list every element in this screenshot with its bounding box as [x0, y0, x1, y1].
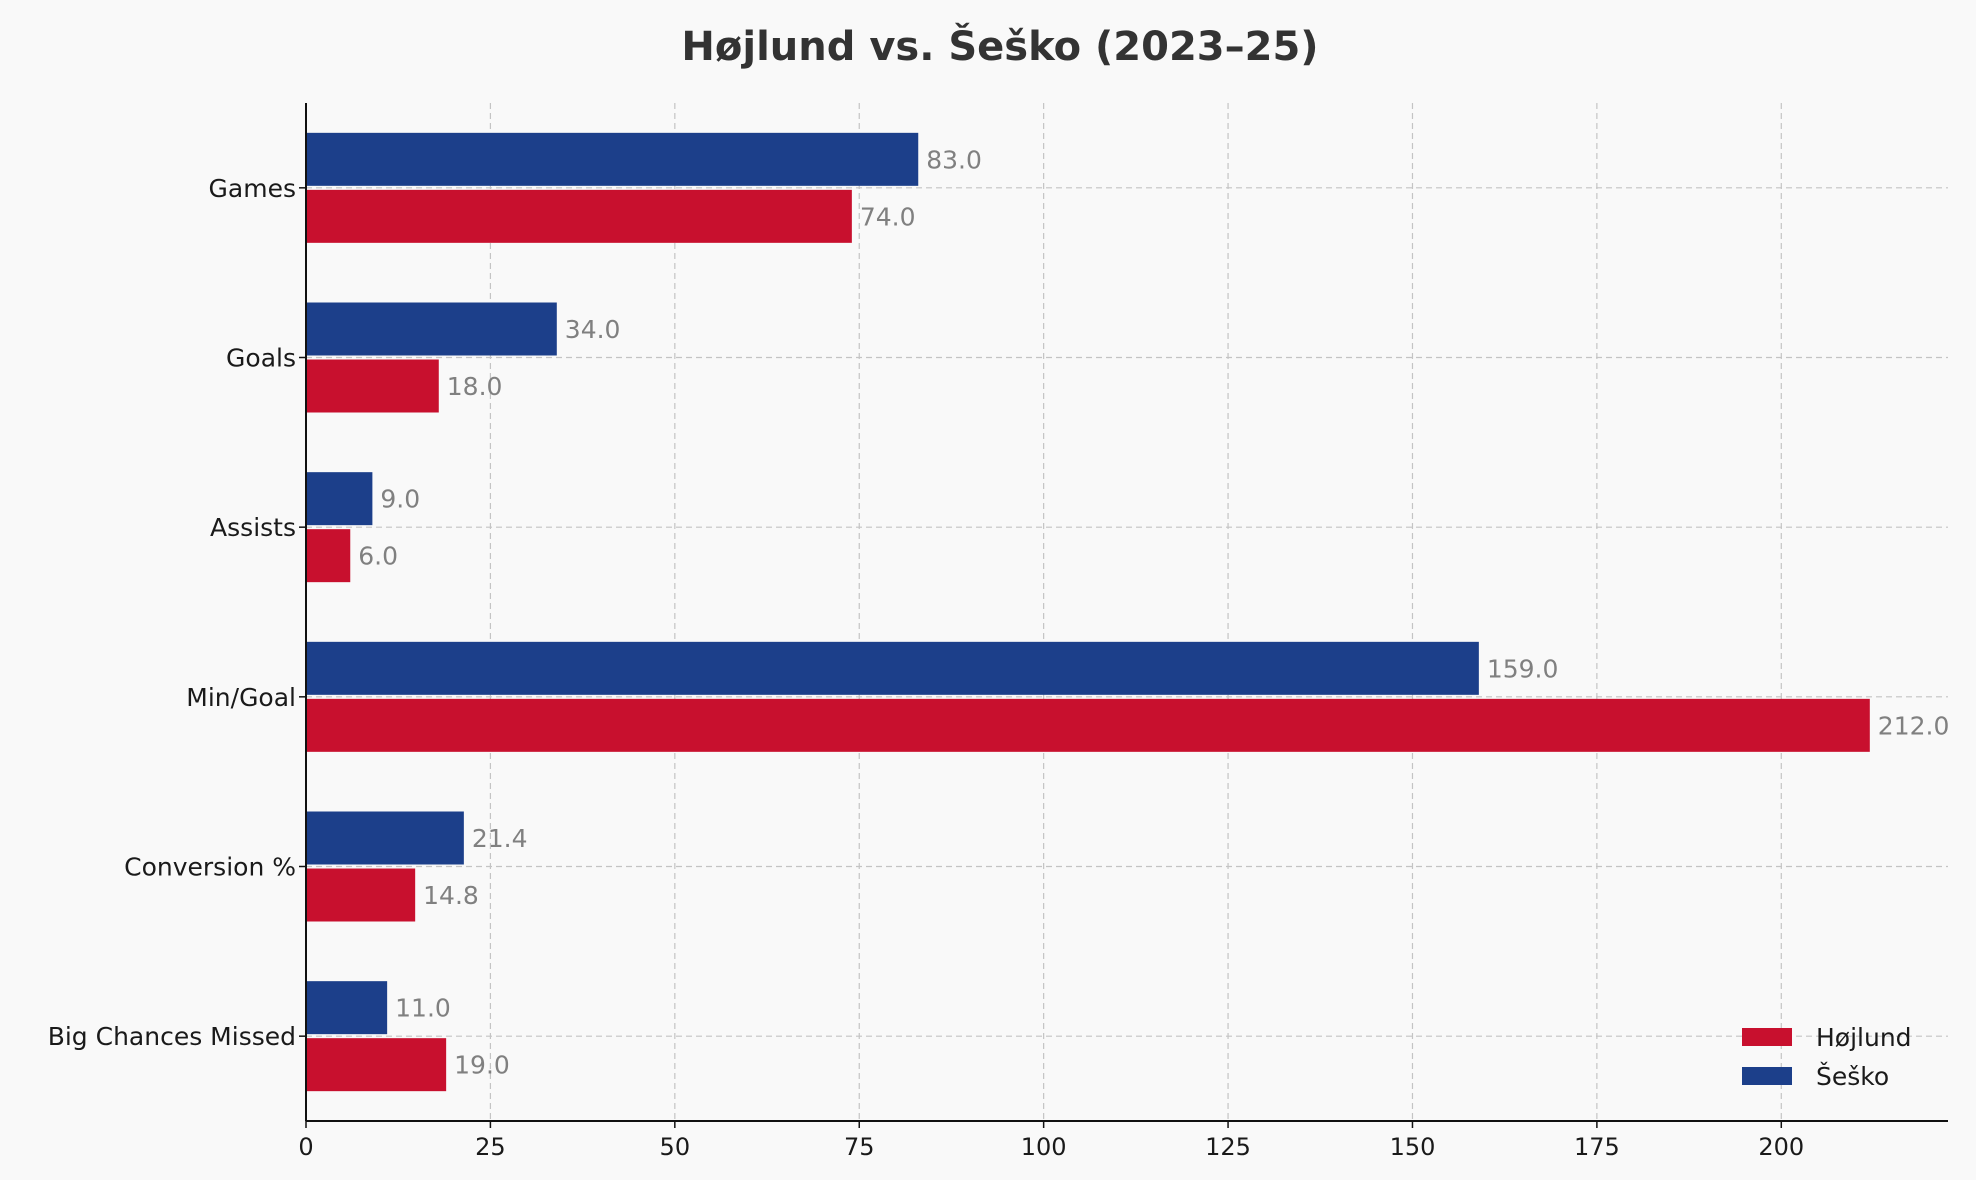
value-label-sesko-games: 83.0: [926, 145, 982, 174]
bar-sesko-min-goal: [306, 641, 1479, 695]
value-label-hojlund-conversion: 14.8: [423, 881, 479, 910]
value-label-sesko-assists: 9.0: [380, 485, 420, 514]
x-tick-label: 200: [1758, 1133, 1804, 1161]
legend-swatch-hojlund: [1742, 1028, 1792, 1046]
bar-sesko-conversion: [306, 811, 464, 865]
value-label-layer: 74.0 83.0 18.0 34.0 6.0 9.0 212.0 159.0 14.8 21.4…: [358, 145, 1949, 1079]
value-label-hojlund-assists: 6.0: [358, 542, 398, 571]
y-tick-label: Conversion %: [124, 853, 296, 882]
bar-hojlund-big-chances-missed: [306, 1038, 447, 1092]
y-tick-label: Assists: [210, 513, 296, 542]
bar-hojlund-min-goal: [306, 698, 1870, 752]
bar-sesko-goals: [306, 302, 557, 356]
x-tick-label: 75: [844, 1133, 875, 1161]
value-label-hojlund-goals: 18.0: [447, 372, 503, 401]
y-tick-label: Games: [209, 174, 296, 203]
bar-sesko-games: [306, 132, 919, 186]
bar-sesko-assists: [306, 472, 373, 526]
x-tick-label: 0: [298, 1133, 313, 1161]
legend-label-sesko: Šeško: [1816, 1061, 1889, 1091]
bar-hojlund-conversion: [306, 868, 416, 922]
x-tick-label: 50: [660, 1133, 691, 1161]
axis-layer: Games Goals Assists Min/Goal Conversion % Big…: [48, 103, 1948, 1161]
bar-sesko-big-chances-missed: [306, 981, 388, 1035]
chart-title: Højlund vs. Šeško (2023–25): [681, 22, 1318, 70]
value-label-sesko-conversion: 21.4: [472, 824, 528, 853]
x-tick-label: 100: [1021, 1133, 1067, 1161]
legend-label-hojlund: Højlund: [1816, 1023, 1912, 1052]
x-tick-label: 25: [475, 1133, 506, 1161]
bar-layer: [306, 132, 1870, 1092]
value-label-hojlund-games: 74.0: [860, 202, 916, 231]
y-tick-label: Goals: [226, 344, 296, 373]
x-tick-label: 175: [1574, 1133, 1620, 1161]
legend-swatch-sesko: [1742, 1067, 1792, 1085]
x-tick-label: 150: [1390, 1133, 1436, 1161]
bar-hojlund-goals: [306, 359, 439, 413]
bar-hojlund-assists: [306, 529, 351, 583]
value-label-sesko-min-goal: 159.0: [1487, 654, 1559, 683]
value-label-sesko-goals: 34.0: [565, 315, 621, 344]
y-tick-label: Min/Goal: [186, 683, 296, 712]
value-label-hojlund-min-goal: 212.0: [1878, 711, 1950, 740]
value-label-hojlund-big-chances-missed: 19.0: [454, 1051, 510, 1080]
bar-hojlund-games: [306, 189, 852, 243]
grid-layer: [305, 103, 1948, 1121]
x-tick-label: 125: [1205, 1133, 1251, 1161]
legend: Højlund Šeško: [1742, 1023, 1912, 1091]
value-label-sesko-big-chances-missed: 11.0: [395, 994, 451, 1023]
y-tick-label: Big Chances Missed: [48, 1022, 296, 1051]
